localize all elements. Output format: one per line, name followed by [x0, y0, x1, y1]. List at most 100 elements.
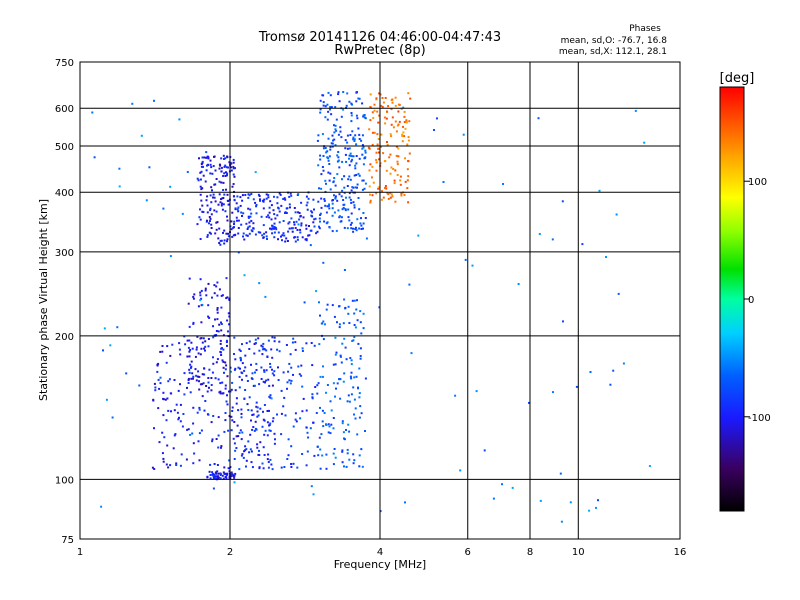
data-point [277, 231, 280, 234]
data-point [237, 227, 240, 229]
data-point [269, 227, 271, 230]
data-point [205, 199, 208, 202]
data-point [348, 147, 351, 150]
data-point [290, 445, 293, 448]
data-point [103, 327, 106, 330]
data-point [357, 127, 360, 130]
data-point [219, 392, 222, 395]
data-point [204, 400, 207, 402]
data-point [387, 105, 390, 108]
data-point [186, 428, 189, 431]
data-point [248, 396, 251, 399]
data-point [242, 212, 245, 215]
data-point [158, 387, 161, 390]
data-point [233, 421, 236, 423]
data-point [162, 397, 165, 400]
data-point [213, 292, 216, 295]
data-point [258, 383, 261, 386]
data-point [351, 158, 354, 161]
data-point [196, 411, 199, 414]
data-point [252, 198, 255, 201]
x-axis-label: Frequency [MHz] [334, 558, 426, 571]
data-point [255, 205, 258, 208]
data-point [403, 194, 406, 196]
data-point [307, 234, 310, 237]
data-point [271, 232, 274, 235]
data-point [402, 131, 405, 134]
data-point [322, 147, 325, 150]
data-point [222, 197, 225, 199]
data-point [327, 423, 330, 426]
data-point [263, 232, 266, 235]
data-point [562, 320, 564, 323]
data-point [235, 447, 238, 449]
data-point [362, 312, 365, 315]
data-point [356, 218, 359, 221]
data-point [219, 239, 222, 242]
data-point [161, 345, 164, 347]
data-point [192, 422, 195, 425]
data-point [267, 378, 270, 381]
data-point [342, 431, 345, 434]
data-point [363, 187, 366, 190]
data-point [386, 143, 389, 146]
data-point [271, 225, 274, 228]
data-point [228, 459, 231, 462]
data-point [307, 197, 310, 200]
data-point [280, 204, 283, 207]
data-point [318, 187, 320, 190]
data-point [213, 473, 216, 476]
data-point [233, 223, 235, 225]
data-point [220, 446, 222, 449]
data-point [256, 443, 259, 446]
data-point [247, 440, 250, 443]
data-point [277, 207, 280, 210]
data-point [273, 213, 276, 216]
data-point [335, 129, 338, 132]
data-point [334, 395, 336, 398]
data-point [210, 377, 213, 379]
data-point [292, 462, 295, 465]
data-point [154, 386, 157, 389]
data-point [111, 416, 114, 419]
data-point [338, 215, 341, 218]
data-point [238, 468, 241, 471]
data-point [232, 165, 235, 168]
data-point [225, 474, 228, 477]
data-point [206, 211, 209, 214]
data-point [269, 366, 272, 369]
data-point [219, 243, 222, 246]
data-point [348, 400, 351, 403]
data-point [226, 394, 228, 397]
data-point [355, 174, 358, 176]
data-point [162, 457, 165, 460]
data-point [343, 203, 346, 206]
data-point [342, 91, 345, 93]
data-point [240, 211, 243, 214]
data-point [389, 172, 392, 175]
data-point [228, 161, 231, 164]
data-point [224, 472, 227, 475]
data-point [206, 156, 209, 159]
data-point [209, 474, 212, 476]
data-point [406, 187, 409, 190]
data-point [169, 464, 172, 467]
data-point [344, 139, 347, 142]
data-point [315, 412, 318, 414]
data-point [345, 104, 348, 107]
data-point [198, 459, 201, 462]
data-point [213, 477, 216, 480]
data-point [325, 467, 328, 470]
data-point [390, 166, 393, 169]
data-point [259, 199, 261, 202]
data-point [216, 307, 219, 309]
data-point [350, 371, 353, 374]
data-point [223, 430, 226, 433]
data-point [161, 350, 164, 353]
data-point [245, 374, 248, 377]
data-point [247, 207, 250, 210]
data-point [306, 208, 309, 211]
data-point [211, 172, 214, 175]
data-point [219, 477, 222, 480]
